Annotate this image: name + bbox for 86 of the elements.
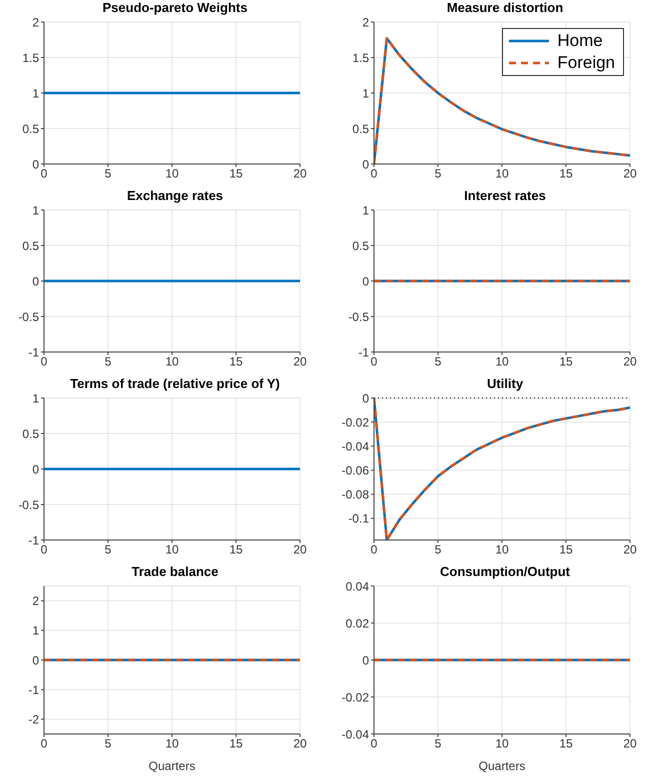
chart-title: Interest rates [464,188,546,203]
y-tick-label: -2 [28,712,40,726]
x-axis-title: Quarters [148,759,196,773]
y-tick-label: 2 [362,15,370,30]
y-tick-label: -0.5 [18,310,40,324]
y-tick-label: -1 [358,345,370,360]
y-tick-label: 0 [362,157,370,172]
y-tick-label: -1 [28,682,40,697]
y-tick-label: 1 [32,624,40,638]
x-tick-label: 20 [293,542,307,557]
chart-title: Consumption/Output [440,564,570,579]
x-tick-label: 5 [104,354,112,369]
y-tick-label: 2 [32,15,40,30]
y-tick-label: 0 [362,274,370,288]
x-tick-label: 15 [559,542,573,557]
legend-label: Home [557,30,603,52]
line-series [374,398,630,540]
y-tick-label: 0 [362,391,370,406]
x-tick-label: 5 [434,166,442,181]
x-tick-label: 15 [229,354,243,369]
chart-title: Exchange rates [126,188,224,203]
chart-title: Trade balance [130,564,220,581]
y-tick-label: 0 [32,462,40,476]
x-tick-label: 20 [293,736,307,751]
x-tick-label: 10 [495,736,509,751]
x-tick-label: 15 [229,542,243,557]
y-tick-label: 1 [362,86,370,100]
x-tick-label: 15 [229,736,243,751]
y-tick-label: -0.5 [18,498,40,512]
y-tick-label: -0.5 [348,310,370,324]
y-tick-label: 0.5 [22,426,40,441]
y-tick-label: -0.1 [348,512,370,526]
x-tick-label: 10 [165,736,179,751]
y-tick-label: 2 [32,594,40,608]
y-tick-label: 1 [32,203,40,218]
x-tick-label: 5 [434,354,442,369]
x-tick-label: 5 [434,542,442,557]
x-tick-label: 10 [165,542,179,557]
x-tick-label: 20 [293,166,307,181]
x-tick-label: 20 [623,542,637,557]
chart-title: Measure distortion [446,0,564,15]
x-tick-label: 15 [229,166,243,181]
y-tick-label: 0 [32,653,40,668]
y-tick-label: 0.5 [352,122,370,136]
x-tick-label: 10 [165,354,179,369]
x-tick-label: 5 [104,166,112,181]
y-tick-label: 1 [362,203,370,218]
chart-title: Terms of trade (relative price of Y) [70,376,280,391]
y-tick-label: -0.06 [342,463,370,478]
x-tick-label: 15 [559,736,573,751]
x-tick-label: 15 [559,166,573,181]
x-axis-title: Quarters [478,759,526,773]
chart-title: Utility [486,376,524,391]
y-tick-label: 1 [32,86,40,100]
legend-label: Foreign [557,52,615,74]
y-tick-label: 0 [32,157,40,172]
y-tick-label: 0 [32,274,40,288]
y-tick-label: -0.04 [342,727,370,742]
y-tick-label: 0.04 [346,579,370,594]
y-tick-label: -0.04 [342,439,370,454]
x-tick-label: 10 [165,166,179,181]
x-tick-label: 5 [104,736,112,751]
x-tick-label: 10 [495,166,509,181]
y-tick-label: 0.5 [352,238,370,253]
y-tick-label: -0.08 [342,488,370,502]
x-tick-label: 20 [623,354,637,369]
y-tick-label: 1.5 [22,50,40,65]
y-tick-label: -0.02 [342,415,370,430]
y-tick-label: 1.5 [352,50,370,65]
x-tick-label: 15 [559,354,573,369]
x-tick-label: 20 [623,166,637,181]
y-tick-label: 1 [32,391,40,406]
y-tick-label: 0.02 [346,616,370,630]
x-tick-label: 10 [495,542,509,557]
y-tick-label: -1 [28,345,40,360]
x-tick-label: 20 [293,354,307,369]
x-tick-label: 5 [104,542,112,557]
x-tick-label: 20 [623,736,637,751]
y-tick-label: -1 [28,533,40,548]
y-tick-label: 0.5 [22,238,40,253]
x-tick-label: 10 [495,354,509,369]
chart-title: Pseudo-pareto Weights [102,0,248,15]
y-tick-label: 0 [362,653,370,668]
y-tick-label: 0.5 [22,122,40,136]
y-tick-label: -0.02 [342,690,370,704]
x-tick-label: 5 [434,736,442,751]
